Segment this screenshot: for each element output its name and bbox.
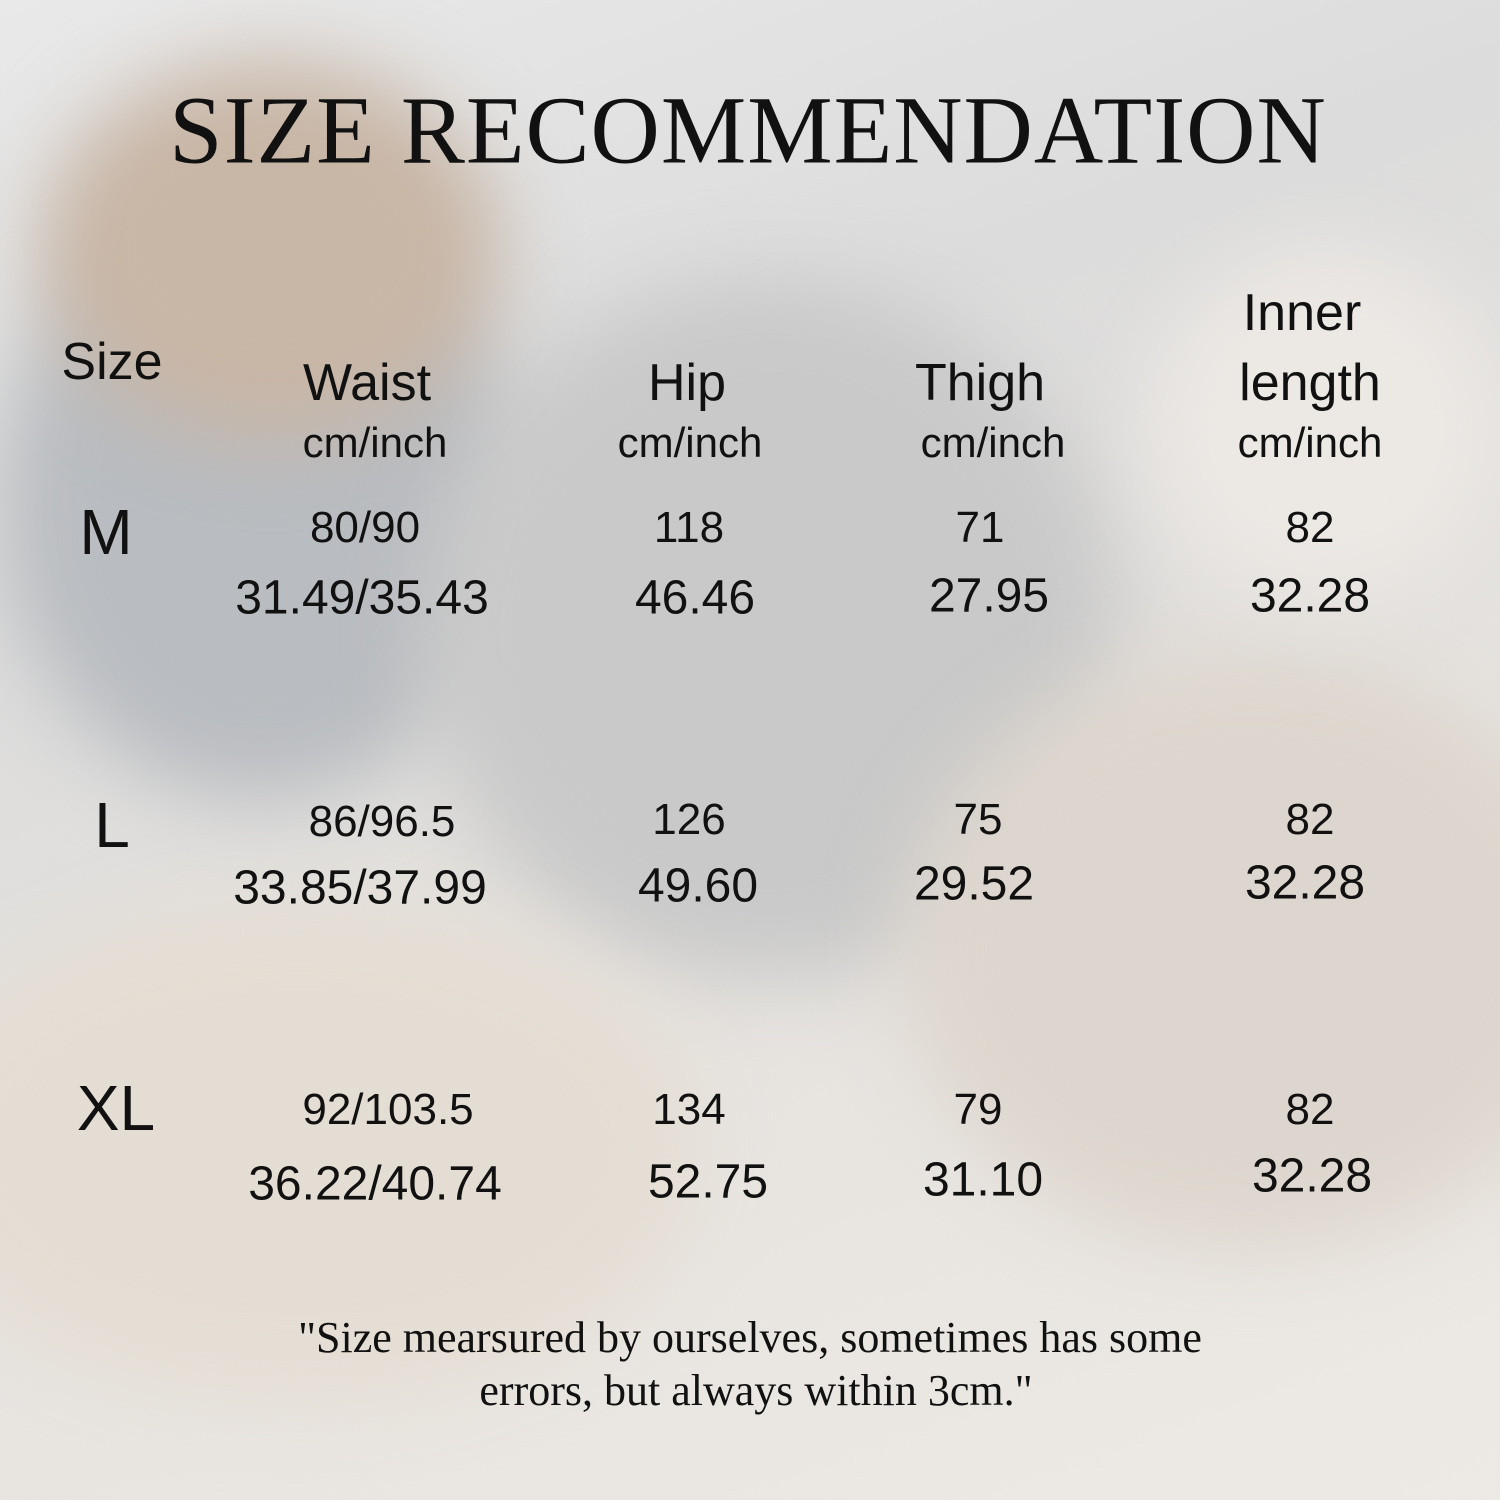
waist-cm: 92/103.5 xyxy=(302,1085,474,1134)
page-title: SIZE RECOMMENDATION xyxy=(169,76,1327,184)
header-length: length xyxy=(1239,354,1381,412)
header-thigh: Thigh xyxy=(914,354,1046,412)
size-label: XL xyxy=(76,1072,156,1144)
thigh-cm: 79 xyxy=(953,1085,1003,1134)
header-waist: Waist xyxy=(302,354,432,412)
hip-cm: 134 xyxy=(652,1085,726,1134)
inner-length-cm: 82 xyxy=(1285,1085,1335,1134)
thigh-cm: 75 xyxy=(953,795,1003,844)
header-hip: Hip xyxy=(647,354,727,412)
inner-length-inch: 32.28 xyxy=(1244,856,1366,910)
header-size: Size xyxy=(61,333,163,391)
header-thigh-unit: cm/inch xyxy=(920,419,1066,466)
thigh-inch: 31.10 xyxy=(922,1153,1044,1207)
inner-length-cm: 82 xyxy=(1285,503,1335,552)
hip-cm: 126 xyxy=(652,795,726,844)
hip-cm: 118 xyxy=(653,503,725,552)
inner-length-cm: 82 xyxy=(1285,795,1335,844)
hip-inch: 49.60 xyxy=(637,859,759,913)
header-waist-unit: cm/inch xyxy=(302,419,448,466)
waist-cm: 86/96.5 xyxy=(308,797,456,846)
size-label: M xyxy=(79,496,133,568)
header-inner-length-unit: cm/inch xyxy=(1237,419,1383,466)
waist-inch: 31.49/35.43 xyxy=(235,571,489,625)
inner-length-inch: 32.28 xyxy=(1251,1149,1373,1203)
note-line-2: errors, but always within 3cm." xyxy=(479,1366,1033,1415)
hip-inch: 52.75 xyxy=(647,1155,769,1209)
thigh-inch: 27.95 xyxy=(928,569,1050,623)
header-hip-unit: cm/inch xyxy=(617,419,763,466)
thigh-cm: 71 xyxy=(955,503,1005,552)
waist-inch: 33.85/37.99 xyxy=(233,861,487,915)
header-inner: Inner xyxy=(1242,284,1362,342)
thigh-inch: 29.52 xyxy=(913,857,1035,911)
size-label: L xyxy=(94,789,130,861)
inner-length-inch: 32.28 xyxy=(1249,569,1371,623)
waist-inch: 36.22/40.74 xyxy=(248,1157,502,1211)
waist-cm: 80/90 xyxy=(309,503,421,552)
note-line-1: "Size mearsured by ourselves, sometimes … xyxy=(298,1313,1202,1362)
hip-inch: 46.46 xyxy=(634,571,756,625)
